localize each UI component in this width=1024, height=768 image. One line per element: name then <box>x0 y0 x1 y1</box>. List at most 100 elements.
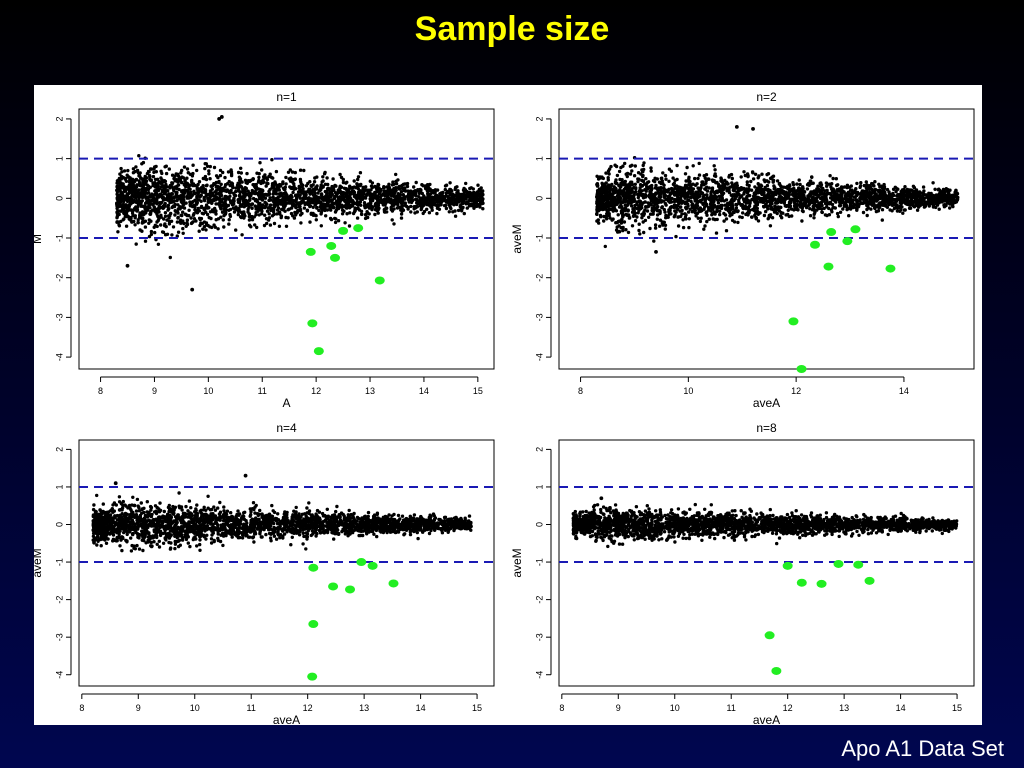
data-point <box>201 227 205 231</box>
x-axis-label: aveA <box>753 396 780 410</box>
data-point <box>319 188 323 192</box>
x-tick-label: 8 <box>578 386 583 396</box>
data-point <box>724 217 729 221</box>
data-point <box>116 230 120 234</box>
data-point <box>680 208 684 213</box>
data-point <box>701 201 705 206</box>
data-point <box>320 207 324 211</box>
data-point <box>648 185 652 189</box>
data-point <box>176 183 181 187</box>
data-point <box>642 212 646 216</box>
data-point <box>756 176 760 180</box>
data-point <box>596 183 600 188</box>
data-point <box>672 215 676 219</box>
data-point <box>362 201 367 205</box>
data-point <box>313 176 317 180</box>
data-point <box>731 188 735 192</box>
data-point <box>212 223 216 227</box>
data-point <box>696 216 700 220</box>
data-point <box>954 188 958 192</box>
data-point <box>330 187 334 192</box>
data-point <box>419 197 424 201</box>
data-point <box>234 186 238 190</box>
data-point <box>671 190 676 194</box>
data-point <box>392 182 396 186</box>
data-point <box>443 184 448 188</box>
data-point <box>271 195 275 199</box>
data-point <box>447 202 451 207</box>
data-point <box>650 212 655 216</box>
data-point <box>922 189 926 193</box>
data-point <box>595 174 599 178</box>
data-point <box>319 183 323 187</box>
data-point <box>699 216 703 220</box>
data-point <box>246 207 250 212</box>
data-point <box>611 208 616 213</box>
x-tick-label: 14 <box>419 386 429 396</box>
data-point <box>394 182 399 186</box>
data-point <box>687 225 691 230</box>
data-point <box>181 210 185 214</box>
data-point <box>662 186 666 191</box>
data-point <box>836 214 840 219</box>
data-point <box>697 161 701 166</box>
data-point <box>134 165 138 169</box>
data-point <box>715 209 719 214</box>
data-point <box>691 164 695 168</box>
data-point <box>203 162 207 166</box>
data-point <box>172 195 177 199</box>
data-point <box>127 189 132 193</box>
data-point <box>764 203 768 208</box>
data-point <box>205 212 210 217</box>
data-point <box>865 213 869 218</box>
data-point <box>617 183 621 188</box>
data-point <box>248 214 252 219</box>
data-point <box>180 168 184 173</box>
data-point <box>453 185 458 190</box>
data-point <box>869 207 873 211</box>
data-point <box>155 192 159 196</box>
data-point <box>249 203 253 207</box>
data-point <box>356 185 360 189</box>
data-point <box>780 216 784 220</box>
data-point <box>645 185 649 189</box>
data-point <box>130 200 135 204</box>
data-point <box>221 218 225 222</box>
data-point <box>397 193 402 197</box>
data-point <box>156 209 160 214</box>
data-point <box>249 225 253 229</box>
data-point <box>131 171 136 175</box>
data-point <box>175 220 180 224</box>
data-point <box>778 205 783 210</box>
data-point <box>454 194 459 199</box>
data-point <box>713 168 717 172</box>
data-point <box>739 194 743 199</box>
data-point <box>430 206 434 210</box>
data-point <box>264 192 269 197</box>
data-point <box>260 168 264 172</box>
data-point <box>673 186 677 191</box>
data-point <box>259 204 264 208</box>
data-point <box>820 210 824 215</box>
data-point <box>218 168 223 173</box>
data-point <box>747 183 751 188</box>
data-point <box>644 177 648 181</box>
data-point <box>616 213 620 217</box>
data-point <box>476 193 480 197</box>
data-point <box>197 209 202 213</box>
data-point <box>189 190 193 194</box>
data-point <box>892 197 896 202</box>
data-point <box>363 216 368 221</box>
data-point <box>115 181 119 185</box>
data-point <box>177 187 181 192</box>
data-point <box>325 208 330 212</box>
data-point <box>345 180 349 184</box>
data-point <box>199 205 203 210</box>
data-point <box>837 198 841 202</box>
data-point <box>184 201 188 205</box>
data-point <box>121 218 125 222</box>
data-point <box>633 211 637 215</box>
data-point <box>218 173 223 178</box>
data-point <box>265 221 269 226</box>
data-point <box>420 183 424 187</box>
